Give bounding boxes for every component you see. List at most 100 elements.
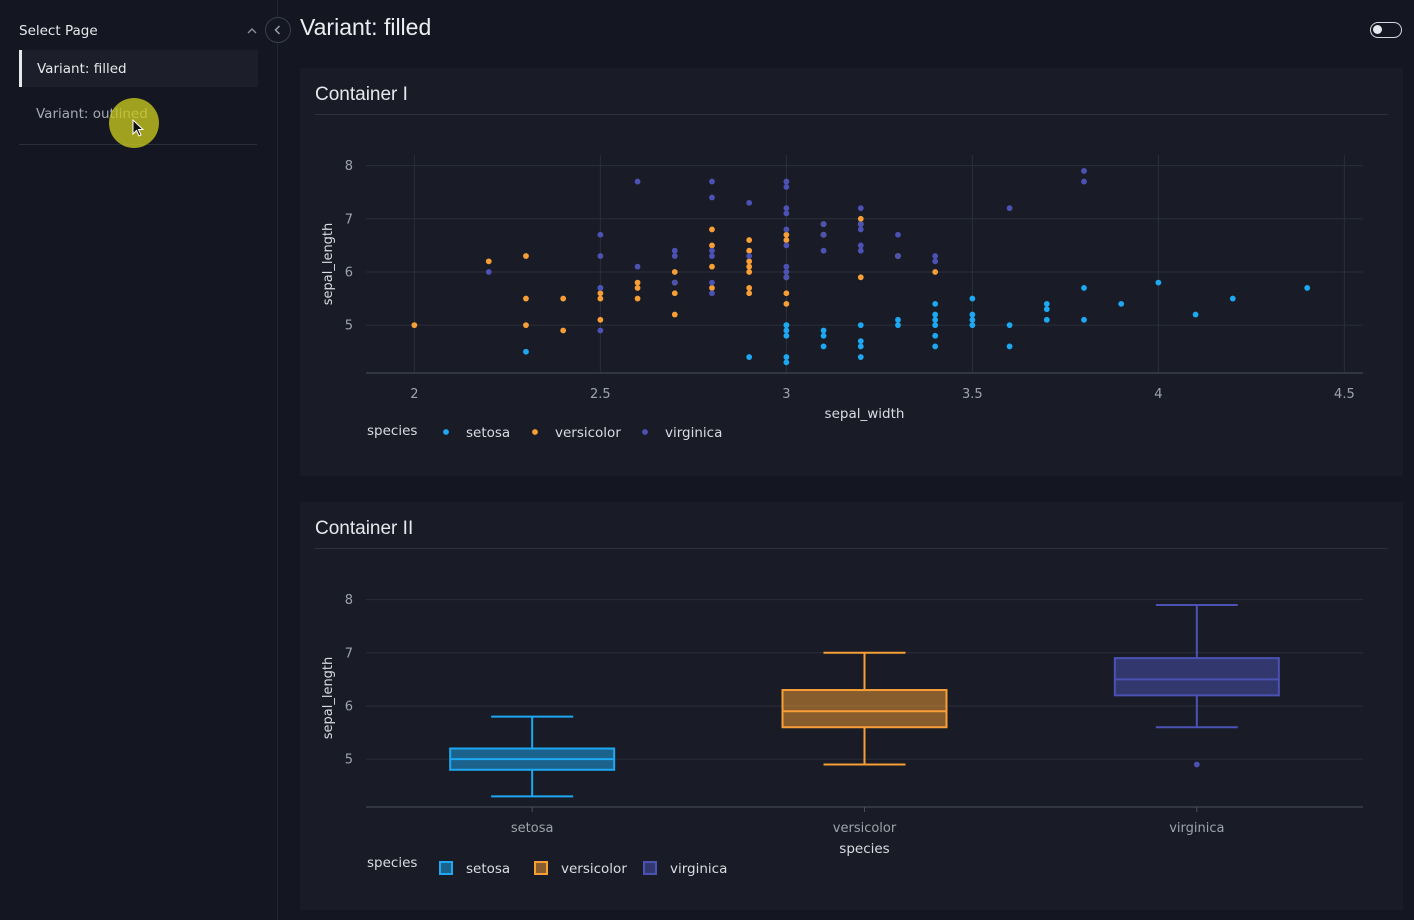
y-tick-label: 5: [345, 319, 353, 334]
data-point-versicolor: [523, 295, 529, 302]
data-point-virginica: [783, 269, 790, 275]
legend-label-setosa: setosa: [466, 861, 510, 877]
x-tick-label: 4: [1154, 387, 1162, 402]
data-point-virginica: [857, 221, 864, 228]
data-point-versicolor: [746, 285, 753, 291]
data-point-setosa: [969, 311, 976, 318]
data-point-virginica: [857, 226, 864, 233]
data-point-virginica: [783, 178, 790, 185]
container-divider: [315, 548, 1388, 549]
data-point-setosa: [1081, 285, 1087, 291]
legend-title: species: [367, 423, 417, 439]
data-point-virginica: [709, 194, 715, 201]
data-point-setosa: [932, 343, 939, 350]
data-point-versicolor: [634, 285, 641, 291]
collapse-sidebar-button[interactable]: [265, 17, 291, 43]
chevron-up-icon[interactable]: [245, 24, 259, 38]
data-point-setosa: [932, 316, 939, 323]
data-point-virginica: [597, 327, 604, 334]
chevron-left-icon: [274, 25, 281, 35]
y-tick-label: 8: [345, 159, 353, 174]
data-point-versicolor: [783, 231, 790, 238]
data-point-virginica: [597, 231, 604, 238]
x-tick-label: 2: [410, 387, 418, 402]
theme-toggle[interactable]: [1370, 22, 1402, 38]
data-point-setosa: [857, 338, 864, 344]
data-point-versicolor: [746, 290, 753, 297]
y-tick-label: 6: [345, 699, 353, 714]
data-point-virginica: [709, 247, 715, 254]
data-point-virginica: [820, 221, 827, 228]
legend-label-virginica: virginica: [665, 425, 722, 441]
data-point-virginica: [895, 253, 901, 259]
data-point-versicolor: [671, 269, 678, 275]
data-point-setosa: [1006, 322, 1013, 329]
container-title: Container I: [315, 84, 408, 105]
nav-item-variant-outlined[interactable]: Variant: outlined: [19, 95, 258, 132]
data-point-setosa: [783, 354, 790, 360]
x-tick-label: 2.5: [590, 387, 611, 402]
data-point-virginica: [485, 269, 492, 275]
data-point-virginica: [783, 263, 790, 270]
data-point-setosa: [820, 343, 827, 350]
x-tick-label: 4.5: [1334, 387, 1355, 402]
data-point-setosa: [783, 322, 790, 329]
data-point-versicolor: [671, 290, 678, 297]
data-point-setosa: [1192, 311, 1199, 318]
data-point-setosa: [783, 332, 790, 339]
data-point-versicolor: [783, 300, 790, 307]
data-point-setosa: [932, 311, 939, 318]
data-point-setosa: [1118, 300, 1125, 307]
data-point-virginica: [820, 247, 827, 254]
scatter-chart[interactable]: 2 2.5 3 3.5 4 4.5 5 6 7 8 sepal_width sepal_lengths…: [300, 68, 1403, 476]
select-page-label: Select Page: [19, 23, 98, 39]
data-point-versicolor: [746, 237, 753, 243]
container-title: Container II: [315, 518, 414, 539]
data-point-versicolor: [634, 295, 641, 302]
data-point-virginica: [634, 263, 641, 270]
data-point-versicolor: [560, 295, 567, 302]
data-point-virginica: [1006, 205, 1013, 212]
box-versicolor: [781, 689, 948, 729]
data-point-versicolor: [783, 237, 790, 243]
data-point-setosa: [1304, 285, 1311, 291]
nav-item-variant-filled[interactable]: Variant: filled: [19, 50, 258, 87]
data-point-virginica: [709, 253, 715, 259]
data-point-setosa: [857, 343, 864, 350]
data-point-virginica: [709, 290, 715, 297]
data-point-versicolor: [746, 269, 753, 275]
data-point-setosa: [820, 332, 827, 339]
data-point-versicolor: [746, 258, 753, 265]
data-point-virginica: [932, 258, 939, 265]
data-point-virginica: [783, 184, 790, 190]
legend-marker-setosa: [439, 861, 453, 875]
data-point-setosa: [932, 322, 939, 329]
x-tick-label: 3: [782, 387, 790, 402]
container-divider: [315, 114, 1388, 115]
y-axis-title: sepal_length: [321, 223, 336, 306]
data-point-setosa: [1155, 279, 1162, 286]
legend-label-versicolor: versicolor: [561, 861, 627, 877]
data-point-virginica: [783, 226, 790, 233]
data-point-virginica: [783, 210, 790, 217]
data-point-setosa: [857, 354, 864, 360]
data-point-setosa: [895, 322, 901, 329]
legend-marker-versicolor: [532, 429, 538, 435]
data-point-versicolor: [746, 247, 753, 254]
y-tick-label: 5: [345, 753, 353, 768]
data-point-setosa: [857, 322, 864, 329]
select-page-accordion[interactable]: Select Page: [19, 20, 259, 42]
data-point-virginica: [783, 242, 790, 249]
data-point-setosa: [783, 359, 790, 366]
data-point-setosa: [1043, 306, 1050, 313]
data-point-virginica: [746, 253, 753, 259]
data-point-setosa: [523, 348, 529, 355]
box-chart[interactable]: 5 6 7 8 setosa versicolor virginica species sepa…: [300, 502, 1403, 910]
legend-label-virginica: virginica: [670, 861, 727, 877]
x-tick-label: 3.5: [962, 387, 983, 402]
data-point-virginica: [1081, 168, 1087, 174]
sidebar-divider: [19, 144, 257, 145]
legend-marker-virginica: [643, 861, 657, 875]
x-tick-label: virginica: [1169, 821, 1224, 836]
data-point-setosa: [969, 322, 976, 329]
